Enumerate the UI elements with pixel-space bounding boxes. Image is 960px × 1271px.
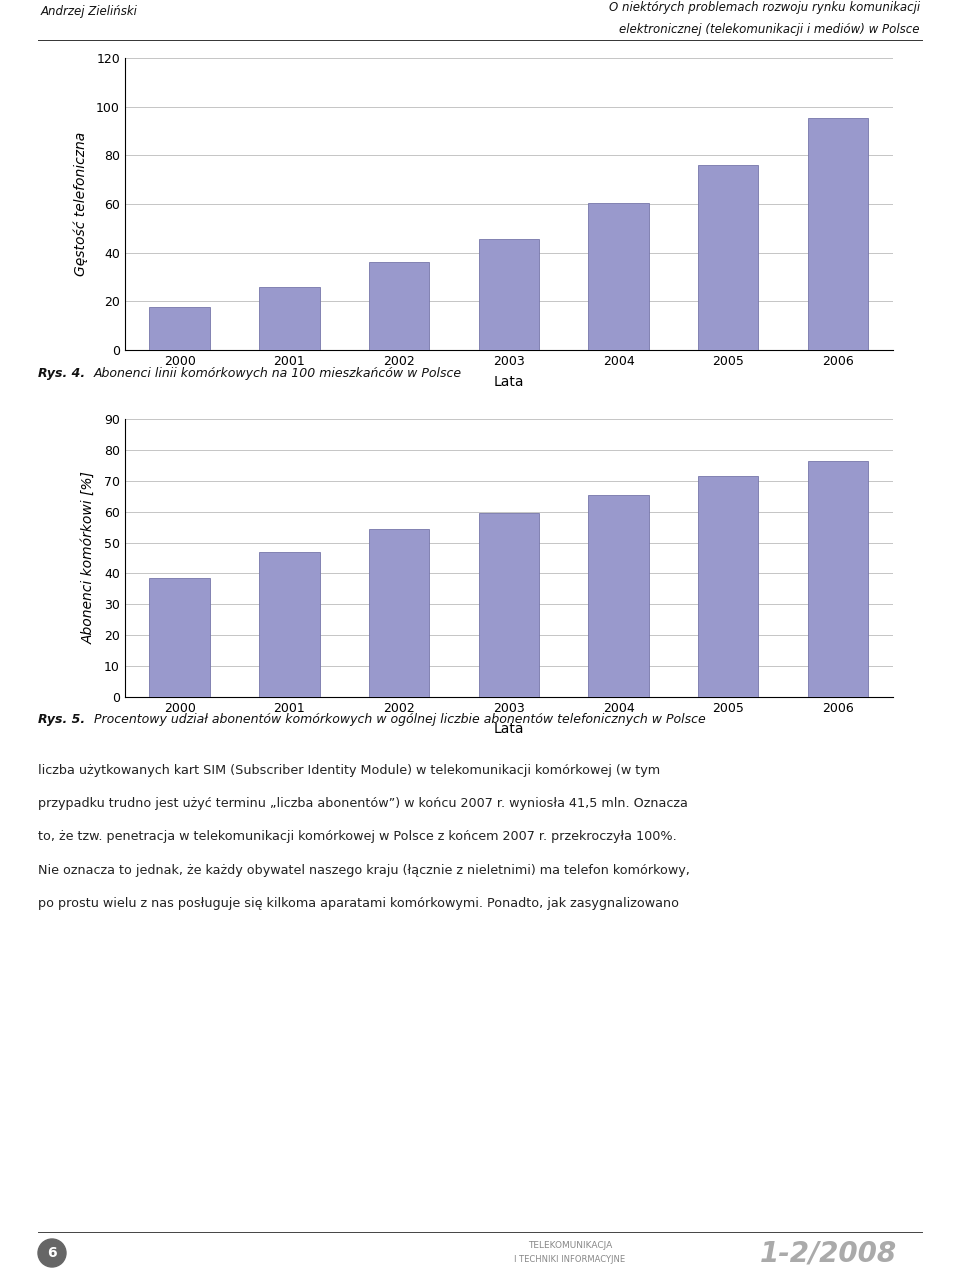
Text: po prostu wielu z nas posługuje się kilkoma aparatami komórkowymi. Ponadto, jak : po prostu wielu z nas posługuje się kilk… <box>38 897 680 910</box>
Text: I TECHNIKI INFORMACYJNE: I TECHNIKI INFORMACYJNE <box>515 1254 626 1263</box>
Text: TELEKOMUNIKACJA: TELEKOMUNIKACJA <box>528 1240 612 1249</box>
Text: Abonenci linii komórkowych na 100 mieszkańców w Polsce: Abonenci linii komórkowych na 100 mieszk… <box>94 366 462 380</box>
Text: Procentowy udział abonentów komórkowych w ogólnej liczbie abonentów telefoniczny: Procentowy udział abonentów komórkowych … <box>94 713 706 727</box>
Bar <box>698 477 758 697</box>
Text: przypadku trudno jest użyć terminu „liczba abonentów”) w końcu 2007 r. wyniosła : przypadku trudno jest użyć terminu „licz… <box>38 797 688 810</box>
Bar <box>807 460 868 697</box>
X-axis label: Lata: Lata <box>493 375 524 389</box>
X-axis label: Lata: Lata <box>493 722 524 736</box>
Circle shape <box>38 1239 66 1267</box>
Bar <box>369 529 429 697</box>
Text: 1-2/2008: 1-2/2008 <box>760 1239 898 1267</box>
Text: O niektórych problemach rozwoju rynku komunikacji: O niektórych problemach rozwoju rynku ko… <box>609 1 920 14</box>
Bar <box>369 262 429 350</box>
Bar <box>479 239 539 350</box>
Bar <box>588 203 649 350</box>
Text: Rys. 4.: Rys. 4. <box>38 366 85 380</box>
Bar <box>150 578 210 697</box>
Bar <box>479 513 539 697</box>
Bar <box>698 165 758 350</box>
Text: elektronicznej (telekomunikacji i mediów) w Polsce: elektronicznej (telekomunikacji i mediów… <box>619 23 920 36</box>
Text: to, że tzw. penetracja w telekomunikacji komórkowej w Polsce z końcem 2007 r. pr: to, że tzw. penetracja w telekomunikacji… <box>38 830 677 844</box>
Y-axis label: Abonenci komórkowi [%]: Abonenci komórkowi [%] <box>82 472 96 644</box>
Bar <box>259 287 320 350</box>
Bar <box>807 118 868 350</box>
Bar <box>588 494 649 697</box>
Text: Nie oznacza to jednak, że każdy obywatel naszego kraju (łącznie z nieletnimi) ma: Nie oznacza to jednak, że każdy obywatel… <box>38 863 690 877</box>
Text: Andrzej Zieliński: Andrzej Zieliński <box>40 5 137 18</box>
Text: Rys. 5.: Rys. 5. <box>38 713 85 727</box>
Bar <box>150 308 210 350</box>
Text: liczba użytkowanych kart SIM (Subscriber Identity Module) w telekomunikacji komó: liczba użytkowanych kart SIM (Subscriber… <box>38 764 660 777</box>
Y-axis label: Gęstość telefoniczna: Gęstość telefoniczna <box>73 132 87 276</box>
Text: 6: 6 <box>47 1246 57 1260</box>
Bar <box>259 552 320 697</box>
